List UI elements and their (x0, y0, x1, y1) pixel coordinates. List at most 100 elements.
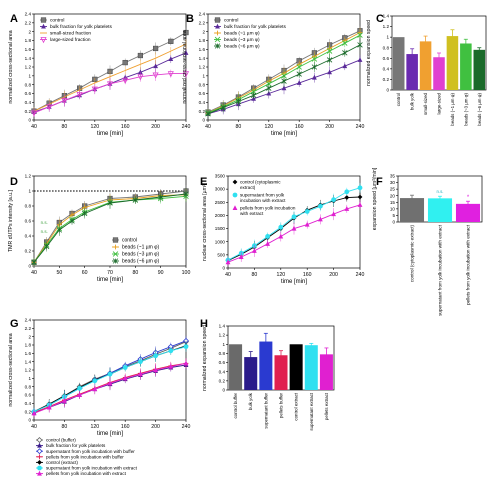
panel-C: C 0 0.2 0.4 0.6 0.8 1 1.2 1.4 normalized expansio… (366, 13, 487, 126)
x-category-label: control (396, 93, 401, 106)
x-category-label: small-sized (423, 92, 428, 115)
x-tick-label: 80 (252, 272, 258, 278)
y-tick-label: 1.8 (25, 38, 32, 43)
x-tick-label: 240 (182, 124, 191, 130)
y-tick-label: 0.4 (25, 401, 32, 406)
bar (289, 344, 303, 390)
y-tick-label: 0.6 (25, 219, 32, 224)
data-point (122, 365, 128, 370)
y-tick-label: 0.8 (25, 384, 32, 389)
y-tick-label: 0.4 (199, 100, 206, 105)
data-point (291, 214, 297, 220)
data-point (37, 442, 42, 448)
data-point (137, 74, 144, 81)
y-tick-label: 0.4 (219, 369, 226, 374)
data-point (214, 17, 221, 23)
data-point (238, 254, 244, 259)
x-axis-label: time [min] (97, 277, 123, 283)
y-tick-label: 1 (28, 376, 31, 381)
data-point (182, 71, 190, 78)
y-tick-label: 2.4 (25, 318, 32, 323)
y-tick-label: 1.6 (199, 47, 206, 52)
y-axis-label: normalized expansion speed (202, 325, 208, 391)
series (31, 358, 189, 418)
x-tick-label: 100 (182, 270, 191, 276)
data-point (40, 37, 47, 44)
y-tick-label: 1.2 (25, 174, 32, 179)
data-point (138, 371, 143, 377)
x-category-label: large-sized (437, 92, 442, 114)
y-tick-label: 30 (390, 180, 396, 185)
data-point (232, 205, 238, 210)
y-tick-label: 1.2 (25, 368, 32, 373)
legend-label: supernatant from yolk (240, 193, 285, 198)
legend-label: beads (~6 µm φ) (122, 259, 159, 265)
data-point (46, 404, 52, 410)
x-tick-label: 80 (132, 270, 138, 276)
bar (473, 49, 486, 90)
data-point (344, 195, 350, 200)
data-point (311, 56, 318, 62)
data-point (122, 375, 128, 381)
y-axis-label: nuclear cross-sectional area [µm²] (202, 182, 208, 261)
bar (399, 198, 425, 222)
data-point (76, 91, 83, 99)
data-point (318, 203, 323, 209)
x-tick-label: 240 (182, 424, 191, 430)
y-tick-label: 0.8 (219, 351, 226, 356)
panel-letter: F (376, 176, 383, 188)
y-tick-label: 2.2 (199, 20, 206, 25)
series (225, 199, 363, 267)
legend-label: bulk fraction for yolk platelets (224, 24, 286, 30)
bar (274, 355, 288, 390)
data-point (168, 363, 174, 369)
legend-label: control (buffer) (46, 438, 76, 443)
panel-letter: E (200, 176, 207, 188)
y-tick-label: 0.2 (219, 378, 226, 383)
x-tick-label: 160 (303, 272, 312, 278)
data-point (30, 110, 38, 117)
x-category-label: bulk yolk (410, 92, 415, 110)
y-tick-label: 1.4 (199, 56, 206, 61)
x-tick-label: 120 (90, 424, 99, 430)
data-point (77, 385, 82, 391)
y-tick-label: 2 (28, 334, 31, 339)
data-point (107, 371, 113, 377)
data-point (92, 378, 98, 384)
legend-label: bulk fraction for yolk platelets (50, 24, 112, 30)
annotation: n.s. (436, 189, 443, 194)
panel-letter: G (10, 318, 19, 330)
data-point (342, 63, 348, 69)
data-point (232, 192, 238, 198)
data-point (357, 185, 363, 191)
data-point (357, 194, 363, 200)
y-tick-label: 1 (222, 342, 225, 347)
legend-label: small-sized fraction (50, 31, 91, 37)
x-tick-label: 160 (121, 124, 130, 130)
data-point (41, 23, 46, 29)
data-point (122, 77, 129, 84)
data-point (92, 386, 98, 392)
y-tick-label: 1000 (215, 239, 226, 244)
y-tick-label: 0.8 (25, 82, 32, 87)
data-point (318, 216, 323, 222)
y-tick-label: 0.8 (383, 45, 390, 50)
data-point (214, 36, 221, 43)
y-tick-label: 2.2 (25, 20, 32, 25)
y-tick-label: 1500 (215, 226, 226, 231)
x-tick-label: 40 (205, 124, 211, 130)
x-tick-label: 120 (90, 124, 99, 130)
legend-label: pellets from yolk incubation with buffer (46, 454, 124, 459)
data-point (304, 221, 310, 227)
x-tick-label: 80 (236, 124, 242, 130)
panel-letter: H (200, 318, 208, 330)
series (30, 68, 190, 117)
legend-label: beads (~1 µm φ) (122, 245, 159, 251)
data-point (183, 344, 189, 350)
y-tick-label: 0.4 (25, 234, 32, 239)
x-tick-label: 40 (31, 424, 37, 430)
data-point (265, 241, 270, 246)
legend: control (buffer)bulk fraction for yolk p… (36, 437, 138, 476)
bar (419, 41, 432, 90)
